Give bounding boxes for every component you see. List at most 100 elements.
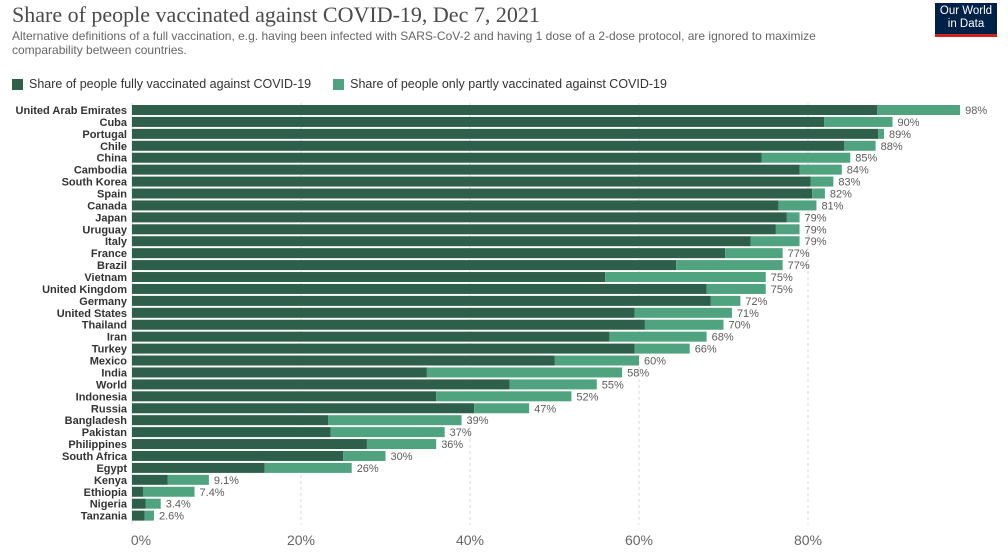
bar-partial — [778, 200, 817, 211]
bar-partial — [554, 355, 639, 366]
value-label: 77% — [788, 248, 810, 260]
owid-logo[interactable]: Our World in Data — [935, 3, 997, 37]
legend-label-full: Share of people fully vaccinated against… — [29, 77, 312, 91]
bar-full — [132, 415, 329, 426]
bar-full — [132, 319, 645, 330]
bar-full — [132, 212, 787, 223]
bar-full — [132, 248, 726, 259]
value-label: 88% — [881, 141, 903, 153]
value-label: 39% — [467, 415, 489, 427]
x-tick-label: 0% — [131, 532, 151, 548]
category-label: Thailand — [82, 320, 127, 332]
value-label: 9.1% — [214, 475, 239, 487]
legend-swatch-full — [12, 78, 23, 90]
bar-partial — [799, 164, 842, 175]
bar-full — [132, 379, 510, 390]
bar-partial — [710, 295, 741, 306]
bar-full — [132, 331, 610, 342]
bar-full — [132, 224, 776, 235]
bar-partial — [426, 367, 623, 378]
value-label: 90% — [898, 117, 920, 129]
bar-full — [132, 498, 146, 509]
bar-partial — [474, 403, 530, 414]
bar-partial — [366, 439, 437, 450]
legend-item-partial[interactable]: Share of people only partly vaccinated a… — [333, 77, 667, 91]
value-label: 98% — [965, 105, 987, 117]
category-label: United States — [57, 308, 127, 320]
legend-label-partial: Share of people only partly vaccinated a… — [350, 77, 667, 91]
category-label: Italy — [105, 236, 128, 248]
value-label: 37% — [450, 427, 472, 439]
value-label: 26% — [357, 463, 379, 475]
bar-full — [132, 391, 437, 402]
value-label: 79% — [805, 236, 827, 248]
value-label: 79% — [805, 224, 827, 236]
bar-full — [132, 343, 635, 354]
value-label: 52% — [576, 391, 598, 403]
x-tick-label: 80% — [794, 532, 822, 548]
value-label: 84% — [847, 165, 869, 177]
bar-full — [132, 105, 878, 115]
bar-partial — [634, 307, 732, 318]
category-label: Brazil — [97, 260, 127, 272]
category-label: United Arab Emirates — [16, 105, 127, 117]
category-label: Iran — [107, 332, 127, 344]
category-label: United Kingdom — [42, 284, 127, 296]
bar-partial — [328, 415, 462, 426]
bar-full — [132, 140, 845, 151]
bar-full — [132, 188, 813, 199]
bar-partial — [605, 272, 766, 283]
bar-partial — [343, 450, 386, 461]
x-tick-label: 20% — [287, 532, 315, 548]
category-label: Pakistan — [82, 427, 128, 439]
bar-full — [132, 200, 779, 211]
category-label: South Africa — [62, 451, 128, 463]
bar-partial — [509, 379, 597, 390]
value-label: 70% — [729, 320, 751, 332]
bar-partial — [167, 474, 209, 485]
logo-line-1: Our World — [939, 5, 993, 17]
bar-partial — [750, 236, 800, 247]
category-label: Cuba — [100, 117, 128, 129]
category-label: Philippines — [68, 439, 127, 451]
bar-partial — [725, 248, 783, 259]
value-label: 83% — [838, 177, 860, 189]
category-label: Spain — [97, 189, 127, 201]
legend-item-full[interactable]: Share of people fully vaccinated against… — [12, 77, 311, 91]
bar-partial — [786, 212, 800, 223]
category-label: Chile — [100, 141, 127, 153]
value-label: 75% — [771, 272, 793, 284]
value-label: 77% — [788, 260, 810, 272]
chart-legend: Share of people fully vaccinated against… — [12, 77, 667, 91]
value-label: 71% — [737, 308, 759, 320]
value-label: 55% — [602, 379, 624, 391]
bar-full — [132, 439, 367, 450]
category-label: France — [91, 248, 127, 260]
category-label: Germany — [79, 296, 128, 308]
bar-full — [132, 307, 635, 318]
bar-full — [132, 272, 606, 283]
bar-full — [132, 486, 143, 497]
bar-full — [132, 474, 168, 485]
bar-partial — [844, 140, 876, 151]
value-label: 47% — [534, 403, 556, 415]
bar-full — [132, 283, 707, 294]
bar-full — [132, 295, 711, 306]
logo-line-2: in Data — [947, 18, 985, 30]
value-label: 85% — [855, 153, 877, 165]
category-label: Portugal — [82, 129, 127, 141]
value-label: 75% — [771, 284, 793, 296]
value-label: 7.4% — [200, 487, 225, 499]
bar-partial — [878, 128, 885, 139]
value-label: 30% — [391, 451, 413, 463]
bar-full — [132, 403, 475, 414]
bar-full — [132, 450, 344, 461]
bar-full — [132, 176, 811, 187]
category-label: Canada — [87, 200, 128, 212]
value-label: 66% — [695, 344, 717, 356]
bar-full — [132, 462, 265, 473]
bar-chart: 0% 20% 40% 60% 80% United Arab Emirates 98% Cub… — [16, 103, 987, 548]
bar-partial — [824, 116, 893, 127]
bar-partial — [264, 462, 352, 473]
legend-swatch-partial — [333, 78, 345, 90]
